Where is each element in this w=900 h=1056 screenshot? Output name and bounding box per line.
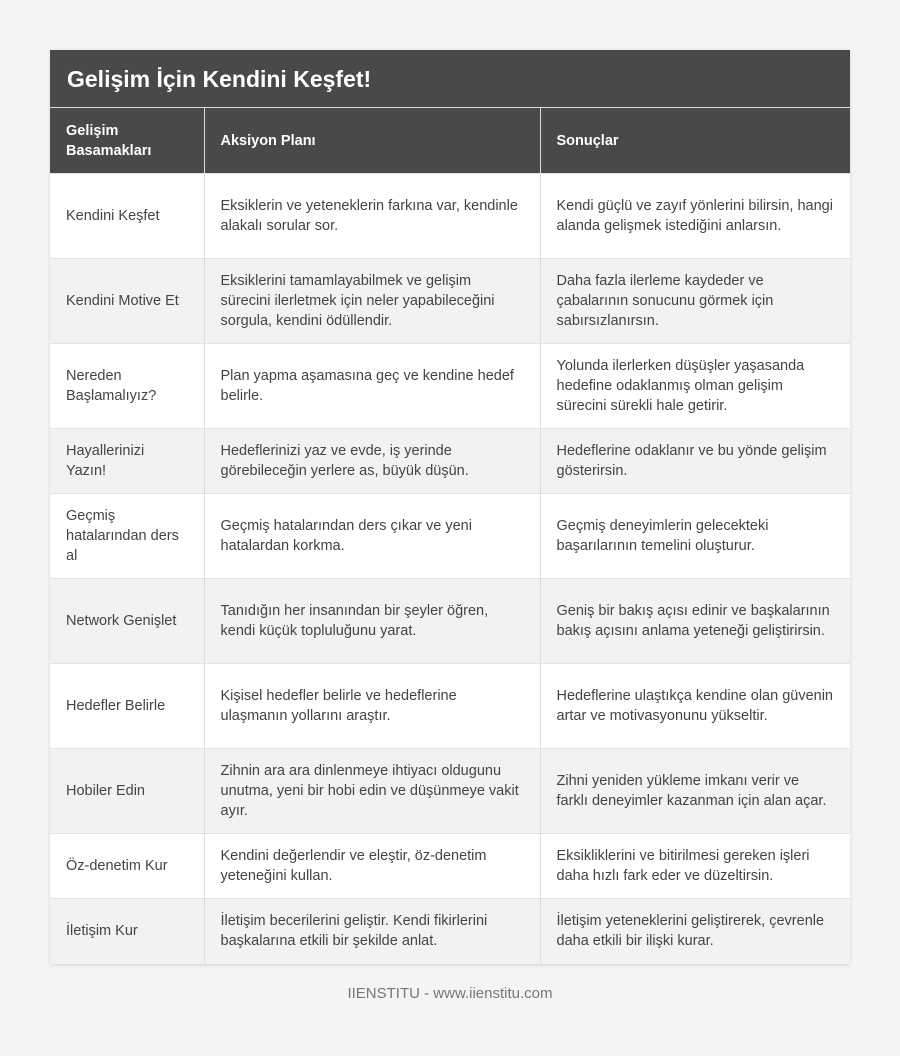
action-cell: Geçmiş hatalarından ders çıkar ve yeni h… <box>203 493 540 579</box>
result-cell: Kendi güçlü ve zayıf yönlerini bilirsin,… <box>539 173 850 259</box>
step-cell: Hobiler Edin <box>50 748 204 834</box>
result-cell: Geçmiş deneyimlerin gelecekteki başarıla… <box>539 493 850 579</box>
result-cell: İletişim yeteneklerini geliştirerek, çev… <box>539 898 850 964</box>
step-cell: Network Genişlet <box>50 578 204 664</box>
action-cell: Zihnin ara ara dinlenmeye ihtiyacı oldug… <box>203 748 540 834</box>
action-cell: Eksiklerini tamamlayabilmek ve gelişim s… <box>203 258 540 344</box>
table-card: Gelişim İçin Kendini Keşfet! Gelişim Bas… <box>50 50 850 964</box>
table-row: Nereden Başlamalıyız? Plan yapma aşamasın… <box>50 343 850 429</box>
step-cell: Kendini Keşfet <box>50 173 204 259</box>
result-cell: Yolunda ilerlerken düşüşler yaşasanda he… <box>539 343 850 429</box>
result-cell: Hedeflerine odaklanır ve bu yönde gelişi… <box>539 428 850 494</box>
step-cell: Nereden Başlamalıyız? <box>50 343 204 429</box>
result-cell: Hedeflerine ulaştıkça kendine olan güven… <box>539 663 850 749</box>
table-row: Hobiler Edin Zihnin ara ara dinlenmeye ih… <box>50 748 850 834</box>
footer-text: IIENSTITU - www.iienstitu.com <box>347 985 553 1002</box>
action-cell: Kişisel hedefler belirle ve hedeflerine … <box>203 663 540 749</box>
action-cell: Kendini değerlendir ve eleştir, öz-denet… <box>203 833 540 899</box>
header-row: Gelişim Basamakları Aksiyon Planı Sonuçl… <box>50 108 850 174</box>
table-row: Network Genişlet Tanıdığın her insanından… <box>50 578 850 664</box>
table-row: Kendini Keşfet Eksiklerin ve yeteneklerin… <box>50 173 850 259</box>
step-cell: Öz-denetim Kur <box>50 833 204 899</box>
table-row: Hedefler Belirle Kişisel hedefler belirle… <box>50 663 850 749</box>
column-header: Sonuçlar <box>539 108 850 174</box>
step-cell: Hayallerinizi Yazın! <box>50 428 204 494</box>
action-cell: Plan yapma aşamasına geç ve kendine hede… <box>203 343 540 429</box>
table-row: Geçmiş hatalarından ders al Geçmiş hatala… <box>50 493 850 579</box>
table-row: İletişim Kur İletişim becerilerini gelişt… <box>50 898 850 964</box>
step-cell: İletişim Kur <box>50 898 204 964</box>
step-cell: Kendini Motive Et <box>50 258 204 344</box>
action-cell: Hedeflerinizi yaz ve evde, iş yerinde gö… <box>203 428 540 494</box>
table-row: Kendini Motive Et Eksiklerini tamamlayabi… <box>50 258 850 344</box>
result-cell: Daha fazla ilerleme kaydeder ve çabaları… <box>539 258 850 344</box>
result-cell: Eksikliklerini ve bitirilmesi gereken iş… <box>539 833 850 899</box>
table-title: Gelişim İçin Kendini Keşfet! <box>50 50 850 108</box>
step-cell: Geçmiş hatalarından ders al <box>50 493 204 579</box>
table-row: Öz-denetim Kur Kendini değerlendir ve ele… <box>50 833 850 899</box>
step-cell: Hedefler Belirle <box>50 663 204 749</box>
result-cell: Zihni yeniden yükleme imkanı verir ve fa… <box>539 748 850 834</box>
action-cell: Eksiklerin ve yeteneklerin farkına var, … <box>203 173 540 259</box>
column-header: Gelişim Basamakları <box>50 108 204 174</box>
result-cell: Geniş bir bakış açısı edinir ve başkalar… <box>539 578 850 664</box>
development-table: Gelişim Basamakları Aksiyon Planı Sonuçl… <box>50 108 850 964</box>
column-header: Aksiyon Planı <box>203 108 540 174</box>
table-row: Hayallerinizi Yazın! Hedeflerinizi yaz ve… <box>50 428 850 494</box>
action-cell: İletişim becerilerini geliştir. Kendi fi… <box>203 898 540 964</box>
action-cell: Tanıdığın her insanından bir şeyler öğre… <box>203 578 540 664</box>
